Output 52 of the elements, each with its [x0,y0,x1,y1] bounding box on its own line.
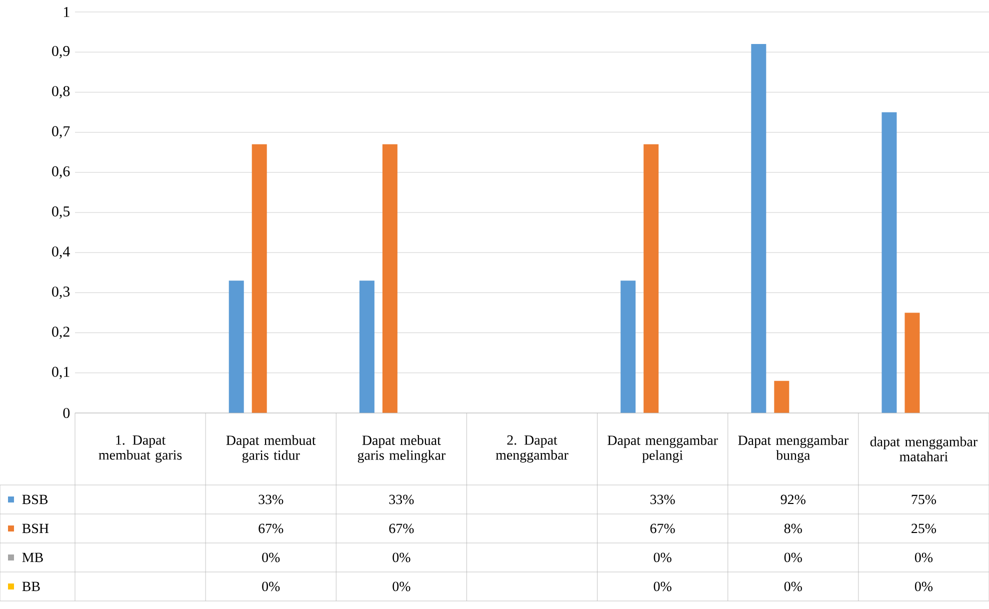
data-label: 0% [654,552,672,562]
data-label: 0% [784,582,802,592]
bar [620,280,636,413]
y-tick-label: 0,5 [52,206,70,219]
y-tick-label: 0,7 [52,126,70,138]
data-label: 0% [392,582,410,592]
y-tick-label: 0,8 [52,86,70,98]
data-label: 67% [650,524,675,534]
data-label: 0% [392,552,410,562]
x-tick-label: Dapat menggambar bunga [738,435,848,463]
legend-label: MB [22,552,43,562]
data-label: 0% [654,582,672,592]
data-label: 0% [914,552,933,562]
data-label: 33% [650,494,675,504]
bar [882,112,897,413]
x-tick-label: 2. Dapat menggambar [496,435,568,463]
bar [774,380,790,413]
data-label: 0% [784,552,802,562]
bar [382,144,398,413]
x-tick-label: Dapat membuat garis tidur [226,435,316,463]
data-label: 75% [912,494,936,504]
data-label: 33% [389,494,414,504]
bar [228,280,244,413]
bar [904,312,920,413]
x-tick-label: Dapat menggambar pelangi [608,435,718,463]
data-label: 25% [912,524,936,534]
legend-label: BB [22,582,40,592]
bar [252,144,267,413]
data-label: 67% [389,524,414,534]
x-tick-label: Dapat mebuat garis melingkar [358,435,446,463]
data-label: 0% [914,582,933,592]
data-label: 33% [258,494,284,504]
y-tick-label: 0 [63,408,70,418]
bar [751,44,766,413]
y-tick-label: 0,9 [52,46,70,58]
y-tick-label: 0,1 [52,366,70,379]
y-tick-label: 0,6 [52,166,70,178]
data-label: 67% [258,524,284,534]
data-label: 0% [262,552,280,562]
y-tick-label: 0,3 [52,286,70,299]
legend-label: BSH [22,524,49,534]
bar [644,144,659,413]
data-label: 0% [262,582,280,592]
data-label: 8% [784,524,802,534]
x-tick-label: dapat menggambar matahari [870,436,978,462]
bar [359,280,374,413]
legend-label: BSB [22,494,48,504]
x-tick-label: 1. Dapat membuat garis [98,435,182,463]
y-tick-label: 1 [64,7,70,17]
y-tick-label: 0,4 [52,246,70,259]
y-tick-label: 0,2 [52,326,70,339]
data-label: 92% [780,494,806,504]
